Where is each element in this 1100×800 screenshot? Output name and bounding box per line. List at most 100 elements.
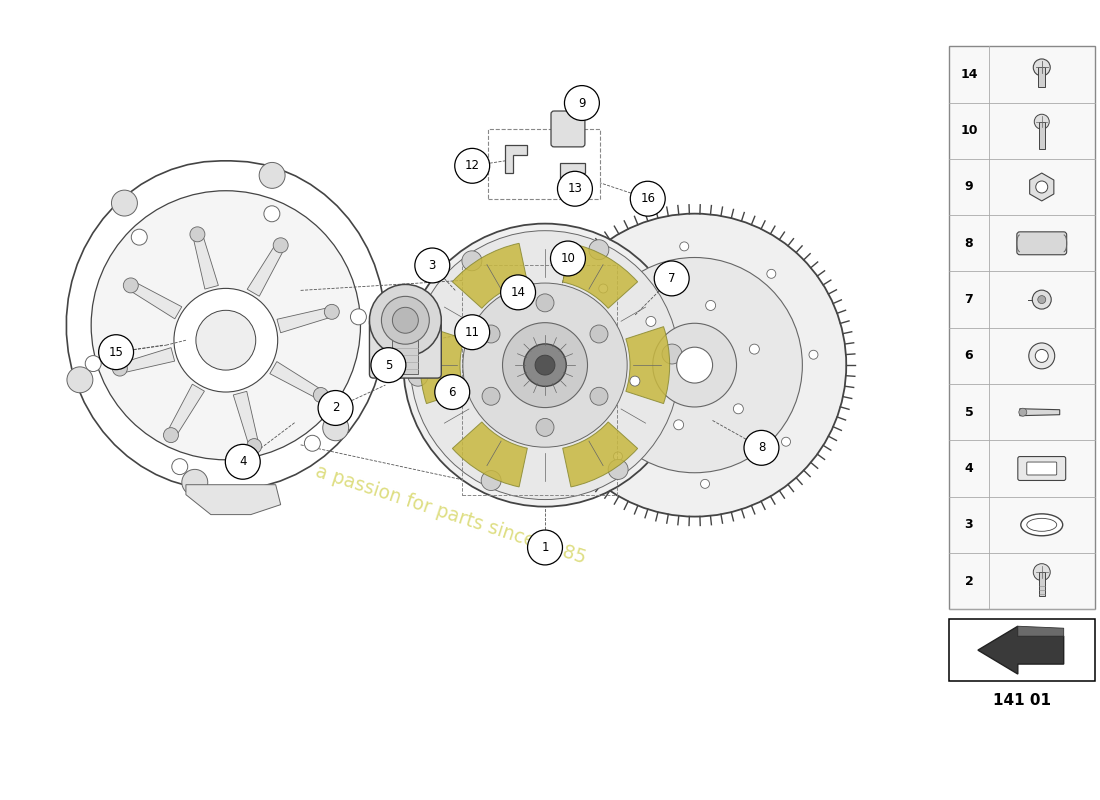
- Circle shape: [482, 325, 500, 343]
- Text: 6: 6: [449, 386, 456, 398]
- Circle shape: [528, 530, 562, 565]
- Bar: [949, 619, 1094, 681]
- Wedge shape: [626, 326, 670, 404]
- Circle shape: [744, 430, 779, 466]
- Circle shape: [454, 148, 490, 183]
- Bar: [393, 334, 418, 374]
- Circle shape: [543, 214, 846, 517]
- Circle shape: [91, 190, 361, 460]
- Circle shape: [371, 348, 406, 382]
- Text: 4: 4: [239, 455, 246, 468]
- Ellipse shape: [1026, 518, 1057, 531]
- Text: 2: 2: [332, 402, 339, 414]
- Circle shape: [434, 374, 470, 410]
- Circle shape: [273, 238, 288, 253]
- Bar: [462, 266, 617, 494]
- Text: eurocarres: eurocarres: [107, 154, 734, 486]
- Circle shape: [260, 162, 285, 188]
- FancyBboxPatch shape: [551, 111, 585, 147]
- Text: 7: 7: [965, 293, 974, 306]
- Text: 9: 9: [965, 181, 974, 194]
- Text: 15: 15: [109, 346, 123, 358]
- Text: 10: 10: [561, 252, 575, 265]
- Circle shape: [781, 438, 791, 446]
- Circle shape: [370, 285, 441, 356]
- Circle shape: [123, 278, 139, 293]
- Circle shape: [99, 334, 133, 370]
- Circle shape: [481, 470, 502, 490]
- Circle shape: [630, 182, 666, 216]
- Circle shape: [808, 350, 818, 359]
- Circle shape: [652, 323, 737, 407]
- Circle shape: [590, 325, 608, 343]
- Circle shape: [558, 171, 593, 206]
- Circle shape: [322, 415, 349, 441]
- Wedge shape: [420, 326, 464, 404]
- Polygon shape: [119, 348, 175, 374]
- Circle shape: [630, 376, 640, 386]
- Circle shape: [182, 470, 208, 495]
- Polygon shape: [233, 391, 258, 447]
- Circle shape: [1019, 408, 1026, 416]
- Circle shape: [1033, 59, 1050, 76]
- Circle shape: [164, 428, 178, 442]
- Text: a passion for parts since 1985: a passion for parts since 1985: [312, 462, 587, 567]
- Polygon shape: [560, 163, 585, 190]
- Polygon shape: [978, 626, 1064, 674]
- Circle shape: [172, 458, 188, 474]
- Circle shape: [305, 435, 320, 451]
- Circle shape: [571, 371, 581, 380]
- Bar: [949, 46, 1094, 610]
- Text: 3: 3: [965, 518, 974, 531]
- Bar: [1038, 572, 1045, 596]
- Polygon shape: [129, 281, 182, 319]
- Wedge shape: [452, 243, 527, 308]
- Text: 16: 16: [640, 192, 656, 206]
- Circle shape: [535, 355, 554, 375]
- Circle shape: [463, 283, 627, 447]
- Wedge shape: [563, 243, 638, 308]
- Circle shape: [1033, 564, 1050, 581]
- Circle shape: [226, 444, 261, 479]
- Circle shape: [701, 479, 710, 488]
- Circle shape: [536, 294, 554, 312]
- Circle shape: [404, 224, 686, 506]
- Circle shape: [111, 190, 138, 216]
- Circle shape: [587, 258, 802, 473]
- Circle shape: [503, 322, 587, 407]
- Circle shape: [749, 344, 759, 354]
- Bar: [1038, 122, 1045, 149]
- Circle shape: [1035, 350, 1048, 362]
- Circle shape: [614, 452, 623, 461]
- Polygon shape: [270, 362, 323, 399]
- Text: 6: 6: [965, 350, 974, 362]
- Polygon shape: [1030, 173, 1054, 201]
- Text: 8: 8: [965, 237, 974, 250]
- Circle shape: [196, 310, 255, 370]
- Ellipse shape: [1021, 514, 1063, 536]
- Circle shape: [1032, 290, 1052, 309]
- Circle shape: [654, 261, 689, 296]
- Text: 2: 2: [965, 574, 974, 588]
- Polygon shape: [505, 145, 527, 173]
- Circle shape: [608, 459, 628, 479]
- Circle shape: [564, 86, 600, 121]
- Circle shape: [314, 387, 328, 402]
- Text: 10: 10: [960, 124, 978, 137]
- Circle shape: [324, 304, 339, 319]
- Circle shape: [382, 296, 429, 344]
- Circle shape: [550, 241, 585, 276]
- Text: 12: 12: [464, 159, 480, 172]
- Circle shape: [536, 418, 554, 436]
- Circle shape: [734, 404, 744, 414]
- Text: 9: 9: [579, 97, 585, 110]
- Circle shape: [408, 366, 428, 386]
- Circle shape: [680, 242, 689, 251]
- Bar: [1038, 67, 1045, 87]
- Circle shape: [393, 307, 418, 334]
- Circle shape: [462, 251, 482, 270]
- Circle shape: [85, 355, 101, 371]
- FancyBboxPatch shape: [1026, 462, 1057, 475]
- Text: 4: 4: [965, 462, 974, 475]
- Wedge shape: [563, 422, 638, 487]
